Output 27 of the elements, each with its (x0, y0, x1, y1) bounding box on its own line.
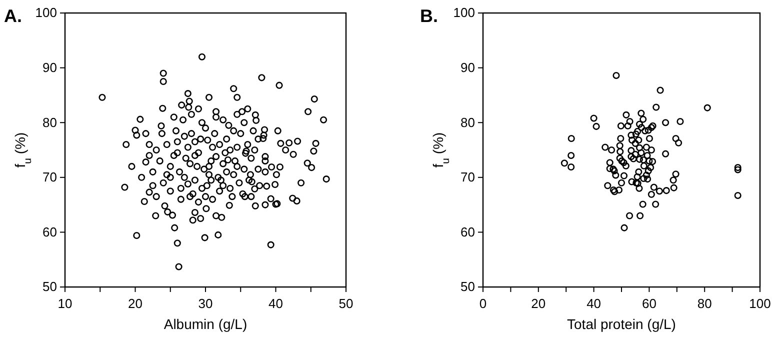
x-tick-label: 60 (642, 296, 656, 311)
x-tick-label: 20 (531, 296, 546, 311)
y-tick-label: 70 (42, 170, 57, 185)
x-tick-label: 30 (198, 296, 213, 311)
x-tick-label: 50 (338, 296, 354, 311)
y-tick-label: 80 (460, 114, 475, 130)
y-tick-label: 90 (460, 60, 475, 75)
y-tick-label: 70 (460, 170, 475, 185)
x-tick-label: 0 (479, 296, 487, 311)
x-axis-title: Albumin (g/L) (164, 316, 248, 332)
y-tick-label: 100 (453, 5, 475, 20)
y-tick-label: 90 (42, 60, 57, 75)
y-tick-label: 80 (42, 114, 57, 130)
x-tick-label: 10 (58, 296, 72, 311)
x-tick-label: 40 (268, 296, 283, 311)
x-tick-label: 40 (586, 296, 602, 311)
y-tick-label: 100 (35, 5, 57, 20)
y-tick-label: 60 (460, 224, 475, 240)
x-tick-label: 100 (749, 296, 771, 311)
x-tick-label: 20 (128, 296, 142, 311)
y-tick-label: 50 (42, 279, 57, 294)
y-tick-label: 50 (460, 279, 475, 294)
chart-title: A. (4, 6, 22, 26)
y-tick-label: 60 (42, 224, 57, 240)
x-tick-label: 80 (697, 296, 712, 311)
chart-title: B. (420, 6, 438, 26)
x-axis-title: Total protein (g/L) (567, 316, 676, 332)
